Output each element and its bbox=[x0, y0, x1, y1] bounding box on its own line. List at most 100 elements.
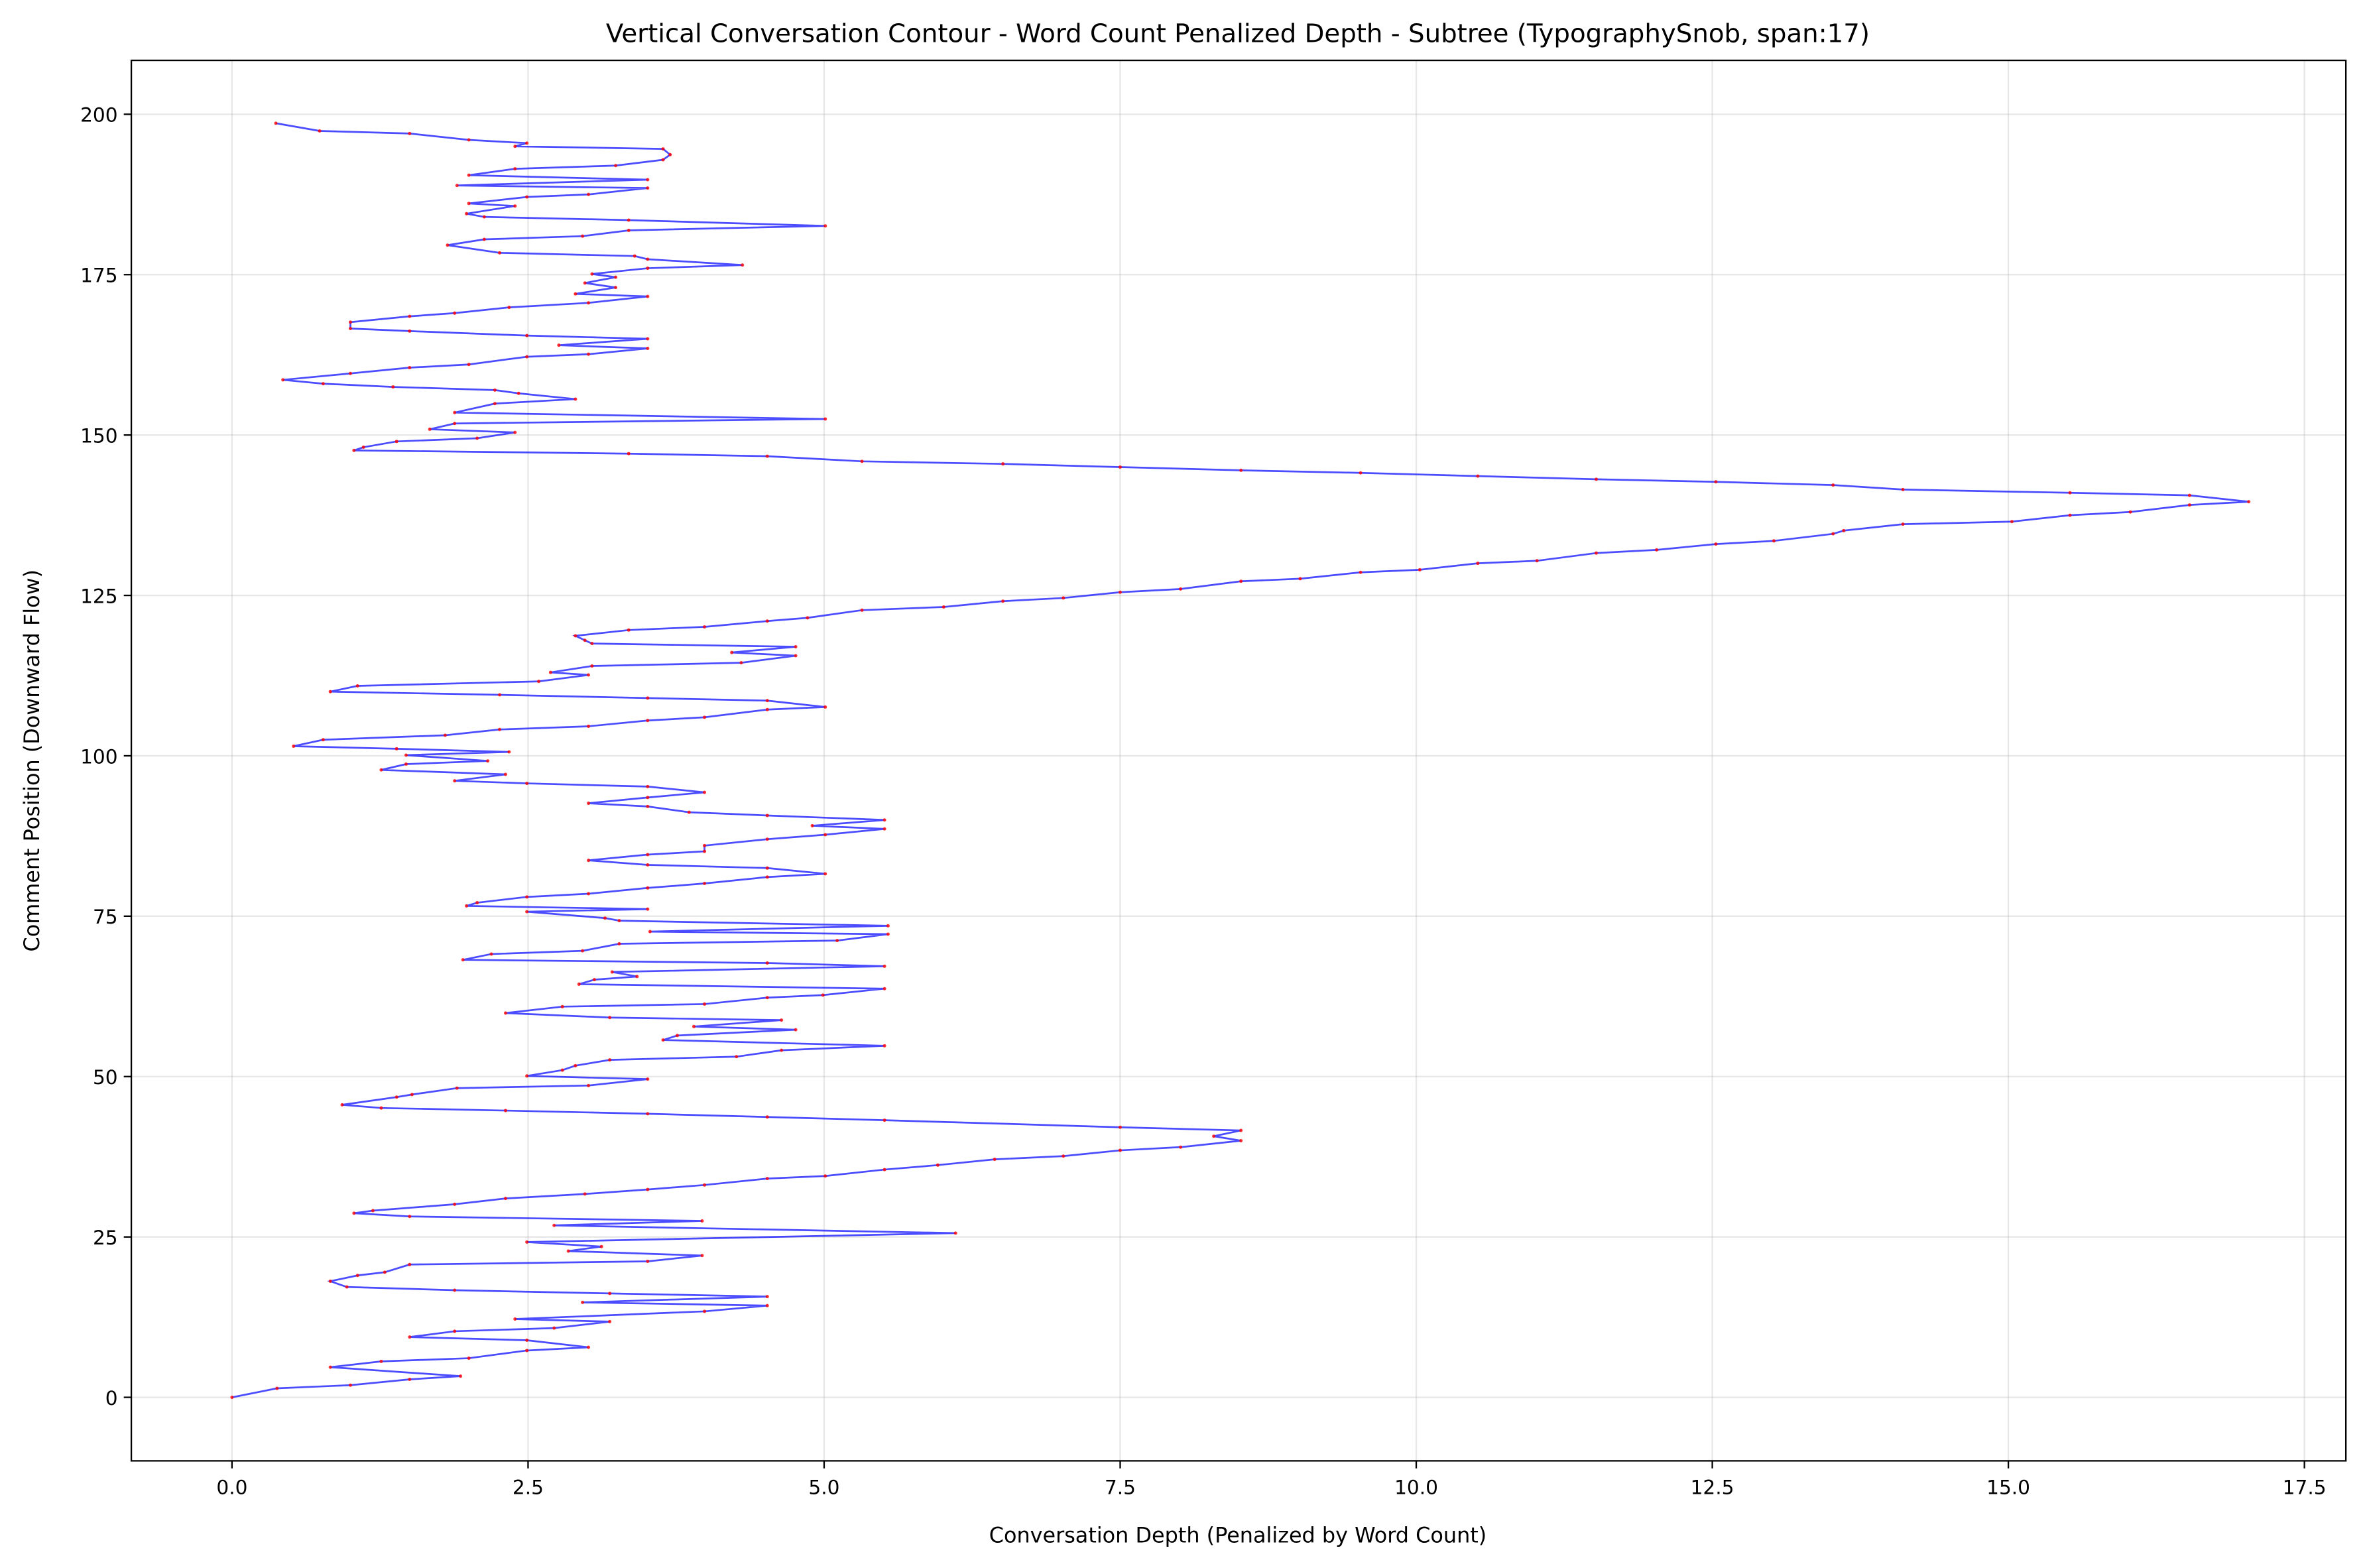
point bbox=[467, 1357, 471, 1360]
point bbox=[557, 343, 561, 347]
point bbox=[1298, 577, 1302, 581]
point bbox=[882, 987, 886, 991]
point bbox=[1118, 465, 1122, 469]
point bbox=[661, 158, 665, 162]
point bbox=[608, 1319, 612, 1323]
point bbox=[498, 693, 502, 697]
point bbox=[810, 823, 814, 827]
point bbox=[467, 202, 471, 206]
point bbox=[587, 859, 591, 863]
point bbox=[700, 1254, 704, 1258]
point bbox=[328, 1365, 332, 1369]
x-axis-label: Conversation Depth (Penalized by Word Co… bbox=[989, 1522, 1487, 1547]
point bbox=[700, 1219, 704, 1223]
y-tick-label: 0 bbox=[105, 1387, 118, 1410]
point bbox=[765, 699, 769, 703]
point bbox=[882, 818, 886, 822]
point bbox=[552, 1223, 556, 1227]
point bbox=[635, 975, 639, 979]
point bbox=[633, 254, 637, 258]
point bbox=[349, 327, 353, 331]
point bbox=[321, 738, 325, 742]
point bbox=[993, 1158, 997, 1162]
point bbox=[608, 1292, 612, 1296]
point bbox=[823, 833, 827, 837]
point bbox=[453, 311, 457, 315]
point bbox=[328, 1279, 332, 1283]
point bbox=[765, 996, 769, 1000]
point bbox=[882, 964, 886, 968]
point bbox=[1179, 587, 1183, 591]
point bbox=[1418, 568, 1422, 572]
point bbox=[453, 1288, 457, 1292]
x-tick-label: 15.0 bbox=[1986, 1476, 2030, 1498]
point bbox=[2128, 510, 2132, 514]
y-tick-label: 125 bbox=[80, 585, 117, 607]
point bbox=[525, 333, 529, 337]
point bbox=[587, 192, 591, 196]
point bbox=[513, 1317, 517, 1321]
point bbox=[648, 930, 652, 934]
point bbox=[587, 673, 591, 677]
point bbox=[482, 237, 486, 241]
point bbox=[823, 705, 827, 709]
point bbox=[281, 378, 285, 382]
point bbox=[355, 684, 359, 688]
point bbox=[2187, 503, 2191, 507]
point bbox=[882, 1044, 886, 1048]
point bbox=[525, 1349, 529, 1353]
point bbox=[408, 366, 412, 370]
point bbox=[467, 363, 471, 367]
point bbox=[882, 1118, 886, 1122]
point bbox=[603, 916, 607, 920]
point bbox=[525, 1338, 529, 1342]
point bbox=[581, 949, 585, 953]
point bbox=[408, 314, 412, 318]
point bbox=[765, 1177, 769, 1181]
point bbox=[230, 1396, 234, 1400]
x-tick-label: 5.0 bbox=[808, 1476, 839, 1498]
point bbox=[1062, 1154, 1065, 1158]
point bbox=[340, 1103, 344, 1107]
point bbox=[1001, 462, 1005, 466]
ticks: 0.0 2.5 5.0 7.5 10.0 12.5 15.0 17.5 0 25 50 75 100 12… bbox=[80, 104, 2326, 1499]
point bbox=[646, 267, 650, 271]
point bbox=[475, 901, 479, 905]
point bbox=[394, 747, 398, 751]
point bbox=[408, 1215, 412, 1219]
point bbox=[560, 1068, 564, 1072]
point bbox=[765, 454, 769, 458]
point bbox=[1476, 562, 1480, 566]
point bbox=[886, 924, 890, 928]
point bbox=[661, 147, 665, 151]
point bbox=[349, 371, 353, 375]
point bbox=[692, 1024, 696, 1028]
point bbox=[780, 1048, 784, 1052]
point bbox=[608, 1016, 612, 1020]
axes-frame bbox=[130, 59, 2347, 1462]
point bbox=[349, 320, 353, 324]
point bbox=[455, 1086, 459, 1090]
point bbox=[516, 391, 520, 395]
point bbox=[741, 263, 745, 267]
point bbox=[493, 388, 497, 392]
point bbox=[646, 1077, 650, 1081]
point bbox=[703, 882, 707, 886]
y-tick-label: 175 bbox=[80, 265, 117, 287]
point bbox=[352, 1211, 356, 1215]
y-tick-label: 25 bbox=[93, 1227, 118, 1249]
point bbox=[780, 1018, 784, 1022]
point bbox=[2010, 520, 2014, 524]
point bbox=[1772, 539, 1776, 543]
point bbox=[513, 167, 517, 171]
point bbox=[794, 1028, 798, 1032]
plot-area bbox=[230, 121, 2251, 1400]
point bbox=[513, 430, 517, 434]
point bbox=[349, 1383, 353, 1387]
point bbox=[455, 184, 459, 188]
point bbox=[482, 215, 486, 219]
point bbox=[525, 782, 529, 786]
point bbox=[646, 886, 650, 890]
point bbox=[646, 257, 650, 261]
